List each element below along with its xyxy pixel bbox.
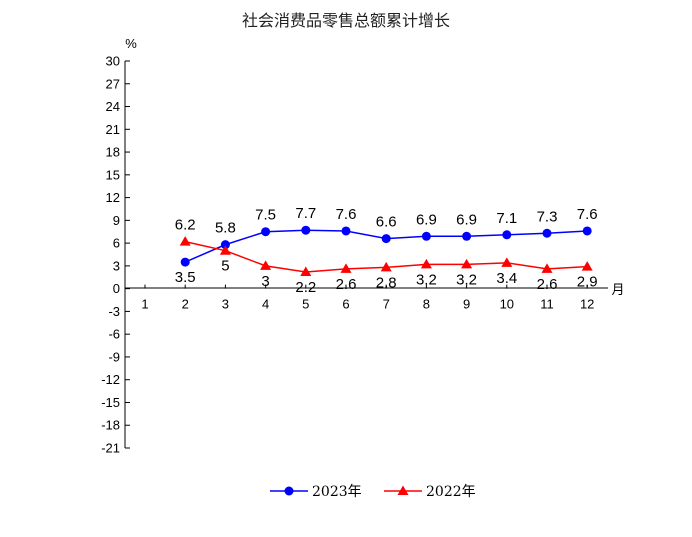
data-point-2022: [219, 245, 231, 255]
data-point-2022: [380, 261, 392, 272]
y-tick-label: 3: [113, 258, 120, 273]
y-tick-label: -12: [101, 372, 120, 387]
data-point-2022: [420, 258, 432, 269]
chart-title: 社会消费品零售总额累计增长: [242, 11, 450, 30]
data-label-2022: 3: [261, 273, 269, 290]
x-tick-label: 5: [302, 297, 309, 312]
data-point-2023: [502, 230, 512, 240]
data-point-2023: [341, 226, 351, 236]
x-tick-label: 3: [222, 297, 229, 312]
data-point-2023: [542, 228, 552, 238]
y-tick-label: 30: [106, 54, 120, 69]
x-axis-ticks: 1 2 3 4 5 6 7 8 9 10 11 12: [141, 284, 594, 312]
y-axis-unit: %: [125, 36, 137, 51]
data-label-2022: 2.8: [376, 274, 397, 291]
x-tick-label: 11: [540, 297, 554, 312]
y-tick-label: 24: [106, 99, 120, 114]
data-label-2023: 7.7: [295, 205, 316, 222]
y-tick-label: 6: [113, 236, 120, 251]
data-label-2023: 6.9: [456, 211, 477, 228]
y-tick-label: -18: [101, 418, 120, 433]
data-label-2022: 3.2: [456, 271, 477, 288]
data-label-2022: 2.2: [295, 279, 316, 296]
data-label-2023: 7.1: [496, 210, 517, 227]
x-tick-label: 4: [262, 297, 269, 312]
data-point-2022: [300, 266, 312, 276]
y-tick-label: -21: [101, 441, 120, 456]
data-point-2022: [581, 261, 593, 271]
series-layer: 3.5 5.8 7.5 7.7 7.6 6.6 6.9 6.9 7.1 7.3 7.6 6.2 5 3 2.…: [175, 205, 598, 296]
legend: 2023年 2022年: [270, 484, 476, 500]
data-label-2022: 2.6: [336, 276, 357, 293]
x-tick-label: 6: [342, 297, 349, 312]
data-label-2023: 6.9: [416, 211, 437, 228]
data-point-2022: [501, 257, 513, 267]
data-point-2022: [260, 260, 272, 270]
series-2022: 6.2 5 3 2.2 2.6 2.8 3.2 3.2 3.4 2.6 2.9: [175, 217, 598, 296]
data-point-2023: [462, 231, 472, 241]
data-label-2022: 6.2: [175, 217, 196, 234]
y-tick-label: 21: [106, 122, 120, 137]
x-tick-label: 7: [383, 297, 390, 312]
data-point-2023: [582, 226, 592, 236]
data-label-2022: 2.6: [537, 276, 558, 293]
data-point-2023: [381, 234, 391, 244]
data-label-2022: 2.9: [577, 274, 598, 291]
data-label-2023: 5.8: [215, 220, 236, 237]
data-point-2023: [220, 240, 230, 250]
x-tick-label: 1: [141, 297, 148, 312]
x-tick-label: 12: [580, 297, 594, 312]
y-tick-label: 18: [106, 145, 120, 160]
legend-marker-2022: [397, 485, 409, 495]
data-label-2022: 5: [221, 258, 229, 275]
y-tick-label: 27: [106, 76, 120, 91]
data-label-2023: 6.6: [376, 214, 397, 231]
series-2023: 3.5 5.8 7.5 7.7 7.6 6.6 6.9 6.9 7.1 7.3 7.6: [175, 205, 598, 286]
legend-marker-2023: [284, 486, 294, 496]
data-point-2023: [180, 257, 190, 267]
data-point-2022: [461, 258, 473, 269]
y-tick-label: 15: [106, 167, 120, 182]
x-tick-label: 9: [463, 297, 470, 312]
y-tick-label: -6: [108, 327, 120, 342]
data-label-2023: 3.5: [175, 269, 196, 286]
x-axis-unit: 月: [611, 282, 624, 297]
x-tick-label: 2: [182, 297, 189, 312]
data-label-2022: 3.2: [416, 271, 437, 288]
x-tick-label: 8: [423, 297, 430, 312]
data-label-2022: 3.4: [496, 270, 517, 287]
y-tick-label: 12: [106, 190, 120, 205]
data-label-2023: 7.3: [537, 208, 558, 225]
data-point-2022: [340, 263, 352, 273]
y-tick-label: -3: [108, 304, 120, 319]
data-point-2022: [179, 236, 191, 246]
y-tick-label: 0: [113, 281, 120, 296]
x-tick-label: 10: [500, 297, 514, 312]
y-tick-label: -15: [101, 395, 120, 410]
data-point-2023: [421, 231, 431, 241]
data-label-2023: 7.5: [255, 207, 276, 224]
data-point-2023: [301, 225, 311, 235]
data-label-2023: 7.6: [577, 206, 598, 223]
data-point-2022: [541, 263, 553, 273]
data-label-2023: 7.6: [336, 206, 357, 223]
data-point-2023: [261, 227, 271, 237]
legend-label-2022: 2022年: [426, 484, 476, 500]
y-tick-label: 9: [113, 213, 120, 228]
legend-label-2023: 2023年: [312, 484, 362, 500]
y-tick-label: -9: [108, 349, 120, 364]
